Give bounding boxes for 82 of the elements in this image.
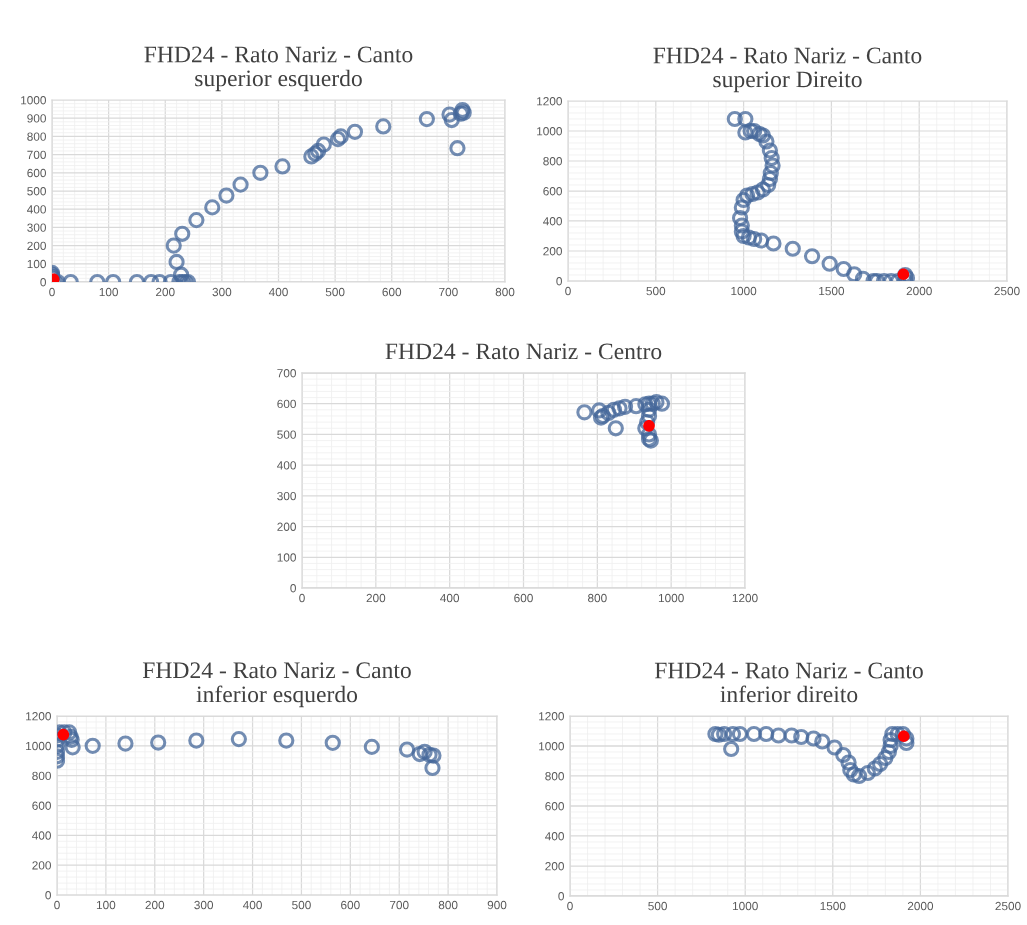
y-tick-label: 800: [27, 132, 46, 141]
x-tick-label: 500: [292, 900, 311, 910]
x-tick-label: 1000: [732, 901, 758, 911]
y-tick-label: 700: [277, 369, 296, 378]
y-tick-label: 100: [277, 553, 296, 562]
x-tick-label: 1500: [820, 901, 846, 911]
y-tick-label: 1200: [26, 712, 51, 721]
y-tick-label: 1000: [26, 741, 51, 751]
y-tick-label: 500: [277, 430, 296, 439]
y-tick-label: 600: [32, 801, 51, 810]
x-tick-label: 0: [54, 900, 60, 910]
x-tick-label: 500: [646, 286, 666, 296]
x-tick-label: 1200: [732, 593, 758, 603]
y-tick-label: 200: [27, 241, 46, 250]
x-tick-label: 700: [439, 287, 458, 297]
y-tick-label: 1000: [21, 96, 46, 105]
y-tick-label: 1200: [537, 97, 562, 106]
y-tick-label: 1000: [537, 127, 562, 136]
y-tick-label: 400: [277, 461, 296, 470]
chart-title: FHD24 - Rato Nariz - Centro: [385, 343, 662, 360]
x-tick-label: 500: [325, 287, 345, 297]
y-tick-label: 800: [32, 771, 51, 781]
y-tick-label: 100: [27, 259, 46, 269]
y-tick-label: 1000: [539, 742, 564, 751]
y-tick-label: 800: [545, 772, 564, 781]
y-tick-label: 300: [27, 223, 46, 232]
y-tick-label: 400: [27, 205, 46, 214]
x-tick-label: 2500: [994, 286, 1020, 296]
x-tick-label: 800: [588, 593, 607, 603]
x-tick-label: 0: [567, 901, 573, 911]
x-tick-label: 400: [268, 287, 288, 297]
x-tick-label: 0: [299, 593, 305, 603]
x-tick-label: 2500: [995, 901, 1021, 911]
x-tick-label: 800: [495, 287, 515, 297]
x-tick-label: 900: [487, 900, 507, 910]
y-tick-label: 800: [543, 157, 562, 166]
y-tick-label: 0: [40, 278, 46, 287]
x-tick-label: 800: [438, 900, 458, 910]
chart-title: FHD24 - Rato Nariz - Canto superior esquerdo: [144, 46, 413, 92]
x-tick-label: 600: [514, 593, 533, 603]
y-tick-label: 400: [545, 832, 564, 841]
y-tick-label: 0: [290, 584, 296, 593]
y-tick-label: 500: [27, 187, 46, 196]
y-tick-label: 300: [277, 491, 296, 501]
x-tick-label: 400: [242, 900, 262, 910]
chart-title: FHD24 - Rato Nariz - Canto superior Direito: [653, 47, 922, 93]
x-tick-label: 300: [194, 900, 214, 910]
x-tick-label: 700: [389, 900, 409, 910]
x-tick-label: 400: [440, 593, 460, 603]
x-tick-label: 1500: [819, 286, 845, 296]
x-tick-label: 600: [382, 287, 402, 297]
chart-title: FHD24 - Rato Nariz - Canto inferior direito: [654, 662, 923, 703]
x-tick-label: 200: [145, 900, 165, 910]
y-tick-label: 1200: [539, 712, 564, 721]
x-tick-label: 500: [648, 901, 667, 911]
y-tick-label: 200: [543, 247, 562, 256]
y-tick-label: 0: [45, 891, 51, 900]
y-tick-label: 900: [27, 114, 46, 123]
x-tick-label: 100: [99, 287, 119, 297]
chart-title: FHD24 - Rato Nariz - Canto inferior esquerdo: [142, 662, 411, 708]
y-tick-label: 200: [277, 522, 296, 531]
y-tick-label: 400: [32, 831, 51, 840]
x-tick-label: 2000: [907, 901, 934, 911]
x-tick-label: 100: [96, 900, 116, 910]
x-tick-label: 0: [565, 286, 571, 296]
y-tick-label: 600: [277, 399, 296, 409]
x-tick-label: 1000: [731, 286, 757, 296]
y-tick-label: 400: [543, 217, 562, 226]
y-tick-label: 600: [543, 187, 562, 196]
x-tick-label: 1000: [658, 593, 684, 603]
x-tick-label: 300: [212, 287, 232, 297]
y-tick-label: 200: [545, 862, 564, 871]
y-tick-label: 600: [545, 802, 564, 811]
y-tick-label: 0: [556, 277, 562, 286]
y-tick-label: 200: [32, 861, 51, 870]
x-tick-label: 600: [341, 900, 360, 910]
y-tick-label: 600: [27, 168, 46, 178]
y-tick-label: 0: [558, 892, 564, 901]
y-tick-label: 700: [27, 150, 46, 159]
x-tick-label: 2000: [906, 286, 932, 296]
x-tick-label: 200: [156, 287, 175, 297]
x-tick-label: 200: [366, 593, 386, 603]
